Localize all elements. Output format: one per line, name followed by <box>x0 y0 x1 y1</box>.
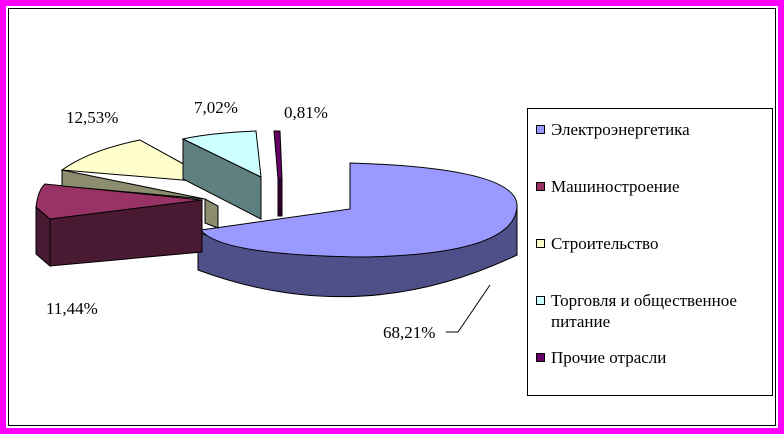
data-label-elektroenergetika: 68,21% <box>383 323 435 342</box>
legend-label: Строительство <box>551 234 659 253</box>
legend-swatch <box>536 239 545 248</box>
legend-item-mashinostroenie: Машиностроение <box>536 176 773 197</box>
pie-slice-mashinostroenie <box>35 183 203 220</box>
legend-swatch <box>536 125 545 134</box>
legend-label: Электроэнергетика <box>551 120 690 139</box>
data-label-stroitelstvo: 12,53% <box>66 108 118 127</box>
pie-slice-side-prochie <box>277 178 283 217</box>
pie-slice-prochie <box>273 130 283 180</box>
legend-item-torgovlya: Торговля и общественное питание <box>536 290 773 332</box>
legend-swatch <box>536 182 545 191</box>
legend-label: Машиностроение <box>551 177 680 196</box>
leader-line-elektroenergetika-2 <box>457 284 491 333</box>
pie-slice-stroitelstvo <box>60 139 219 184</box>
legend-item-elektroenergetika: Электроэнергетика <box>536 119 773 140</box>
legend-swatch <box>536 353 545 362</box>
data-label-prochie: 0,81% <box>284 103 328 122</box>
legend-swatch <box>536 296 545 305</box>
pie-slice-torgovlya <box>181 130 262 178</box>
pie-slice-side-stroitelstvo <box>61 169 219 229</box>
data-label-torgovlya: 7,02% <box>194 98 238 117</box>
legend: Электроэнергетика Машиностроение Строите… <box>527 108 773 396</box>
legend-label: Прочие отрасли <box>551 348 667 367</box>
pie-slice-elektroenergetika <box>200 162 518 258</box>
legend-item-stroitelstvo: Строительство <box>536 233 773 254</box>
legend-item-prochie: Прочие отрасли <box>536 347 773 368</box>
plot-area-border <box>8 8 776 426</box>
legend-label: Торговля и общественное питание <box>551 291 737 331</box>
data-label-mashinostroenie: 11,44% <box>46 299 98 318</box>
